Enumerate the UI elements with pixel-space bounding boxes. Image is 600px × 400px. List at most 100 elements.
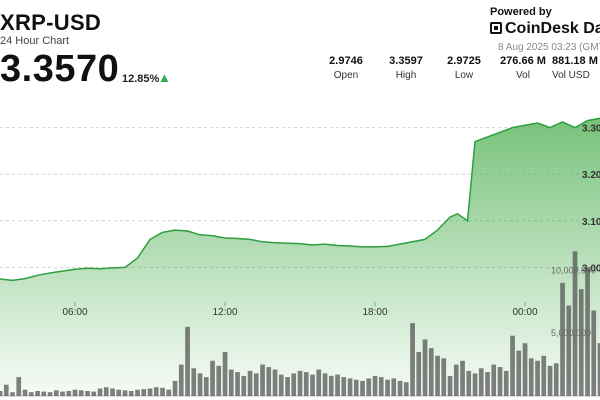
volume-bar xyxy=(91,391,97,396)
stat-open: 2.9746 Open xyxy=(316,55,376,81)
volume-bar xyxy=(41,391,47,396)
volume-bar xyxy=(410,323,415,396)
volume-bar xyxy=(141,389,147,396)
volume-bar xyxy=(335,374,340,396)
volume-bar xyxy=(97,388,103,396)
price-change-percent: 12.85% xyxy=(122,73,160,85)
volume-bar xyxy=(160,387,165,396)
stat-label: Low xyxy=(454,70,474,81)
volume-bar xyxy=(197,373,203,396)
volume-tick-label: 10,000,000 xyxy=(551,265,596,275)
volume-bar xyxy=(572,251,578,396)
volume-bar xyxy=(428,348,434,396)
stat-label: High xyxy=(395,70,417,81)
volume-bar xyxy=(53,390,59,396)
volume-bar xyxy=(497,367,503,396)
volume-bar xyxy=(441,358,447,396)
volume-bar xyxy=(378,377,384,396)
volume-bar xyxy=(210,360,215,396)
volume-bar xyxy=(297,370,303,396)
volume-bar xyxy=(328,375,334,396)
volume-bar xyxy=(547,365,553,396)
volume-bar xyxy=(222,352,228,396)
stat-value: 881.18 M xyxy=(552,55,598,67)
volume-bar xyxy=(122,390,128,396)
stat-value: 2.9746 xyxy=(329,55,363,67)
volume-bar xyxy=(478,368,484,396)
volume-bar xyxy=(341,377,347,396)
stat-low: 2.9725 Low xyxy=(434,55,494,81)
volume-bar xyxy=(285,377,290,396)
y-tick-label: 3.20 xyxy=(582,170,600,181)
brand-logo[interactable]: CoinDesk Data xyxy=(490,20,600,38)
volume-bar xyxy=(528,358,534,396)
volume-bar xyxy=(22,389,28,396)
stat-vol: 276.66 M Vol xyxy=(493,55,553,81)
x-tick-label: 18:00 xyxy=(362,307,387,318)
volume-bar xyxy=(135,389,140,396)
chart-title: XRP-USD xyxy=(0,10,102,35)
up-arrow-icon: ▲ xyxy=(158,70,171,85)
volume-bar xyxy=(372,375,378,396)
coindesk-logo-icon xyxy=(490,22,502,34)
volume-bar xyxy=(191,368,197,396)
volume-bar xyxy=(35,391,40,396)
volume-bar xyxy=(435,355,440,396)
volume-bar xyxy=(453,364,459,396)
stat-label: Vol xyxy=(516,70,530,81)
volume-bar xyxy=(403,382,409,396)
volume-bar xyxy=(316,369,322,396)
powered-by-label: Powered by xyxy=(490,6,552,18)
volume-bar xyxy=(385,379,390,396)
volume-bar xyxy=(28,392,34,396)
volume-bar xyxy=(472,373,478,396)
volume-bar xyxy=(203,377,209,396)
volume-bar xyxy=(260,364,265,396)
volume-bar xyxy=(235,372,240,396)
volume-bar xyxy=(566,305,572,396)
y-tick-label: 3.10 xyxy=(582,217,600,228)
volume-bar xyxy=(172,380,178,396)
stat-value: 276.66 M xyxy=(500,55,546,67)
volume-bar xyxy=(366,378,372,396)
volume-bar xyxy=(460,360,465,396)
stat-label: Vol USD xyxy=(552,70,590,81)
volume-bar xyxy=(16,377,22,396)
volume-bar xyxy=(3,384,9,396)
stat-label: Open xyxy=(333,70,359,81)
volume-bar xyxy=(466,370,472,396)
volume-bar xyxy=(147,388,153,396)
volume-bar xyxy=(10,392,15,396)
chart-subtitle: 24 Hour Chart xyxy=(0,35,70,47)
volume-bar xyxy=(322,373,328,396)
volume-bar xyxy=(185,326,190,396)
volume-tick-label: 5,000,000 xyxy=(551,328,591,338)
volume-bar xyxy=(103,387,109,396)
volume-bar xyxy=(560,282,565,396)
stat-value: 3.3597 xyxy=(389,55,423,67)
stat-vol-usd: 881.18 M Vol USD xyxy=(552,55,600,81)
stat-high: 3.3597 High xyxy=(376,55,436,81)
stat-value: 2.9725 xyxy=(447,55,481,67)
volume-bar xyxy=(266,367,272,396)
price-line xyxy=(0,117,600,282)
timestamp: 8 Aug 2025 03:23 (GMT) xyxy=(498,42,600,53)
volume-bar xyxy=(535,360,540,396)
current-price: 3.3570 xyxy=(0,48,120,90)
volume-bar xyxy=(553,363,559,396)
volume-bar xyxy=(491,364,497,396)
volume-bar xyxy=(597,343,600,396)
volume-bar xyxy=(360,380,365,396)
x-tick-label: 12:00 xyxy=(212,307,237,318)
volume-bar xyxy=(591,310,597,396)
volume-bar xyxy=(128,391,134,396)
volume-bar xyxy=(228,369,234,396)
volume-bar xyxy=(116,389,122,396)
volume-bar xyxy=(522,343,528,396)
volume-bar xyxy=(278,374,284,396)
volume-bar xyxy=(110,388,115,396)
volume-bar xyxy=(303,372,309,396)
volume-bar xyxy=(253,373,259,396)
volume-bar xyxy=(516,350,522,396)
